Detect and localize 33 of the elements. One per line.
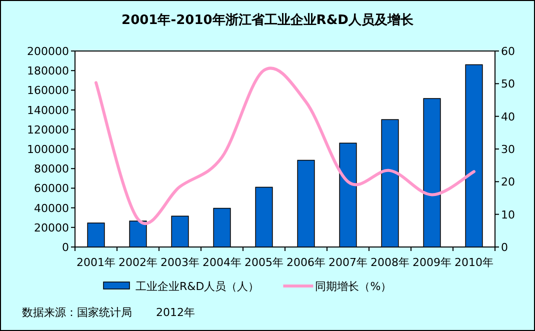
x-tick-label: 2007年 — [328, 256, 368, 269]
y-tick-label: 60000 — [34, 182, 69, 196]
y2-tick-label: 50 — [501, 78, 515, 91]
legend-label: 工业企业R&D人员（人） — [136, 280, 260, 293]
y2-tick-label: 60 — [501, 45, 515, 58]
y2-tick-label: 30 — [501, 143, 515, 156]
x-tick-label: 2003年 — [160, 256, 200, 269]
x-tick-label: 2010年 — [454, 256, 494, 269]
y-tick-label: 200000 — [27, 45, 69, 58]
y-tick-label: 120000 — [27, 123, 69, 136]
y-tick-label: 20000 — [34, 221, 69, 234]
y2-tick-label: 10 — [501, 208, 515, 222]
x-tick-label: 2006年 — [286, 256, 326, 269]
text: 2012年 — [156, 306, 195, 319]
y-tick-label: 80000 — [34, 162, 69, 176]
x-tick-label: 2009年 — [412, 256, 452, 269]
x-tick-label: 2008年 — [370, 256, 410, 269]
x-tick-label: 2002年 — [118, 256, 158, 269]
legend-label: 同期增长（%） — [315, 280, 392, 293]
y-tick-label: 180000 — [27, 64, 69, 78]
y-tick-label: 40000 — [34, 202, 69, 215]
y2-tick-label: 20 — [501, 176, 515, 189]
chart-title: 2001年-2010年浙江省工业企业R&D人员及增长 — [122, 13, 414, 28]
y2-tick-label: 40 — [501, 110, 515, 124]
x-tick-label: 2005年 — [244, 256, 284, 269]
y-tick-label: 0 — [62, 241, 69, 254]
y2-tick-label: 0 — [501, 241, 508, 254]
y-tick-label: 140000 — [27, 104, 69, 117]
x-tick-label: 2004年 — [202, 256, 242, 269]
y-tick-label: 100000 — [27, 143, 69, 156]
x-tick-label: 2001年 — [76, 256, 116, 269]
y-tick-label: 160000 — [27, 84, 69, 98]
source-note: 数据来源：国家统计局 — [22, 306, 132, 319]
